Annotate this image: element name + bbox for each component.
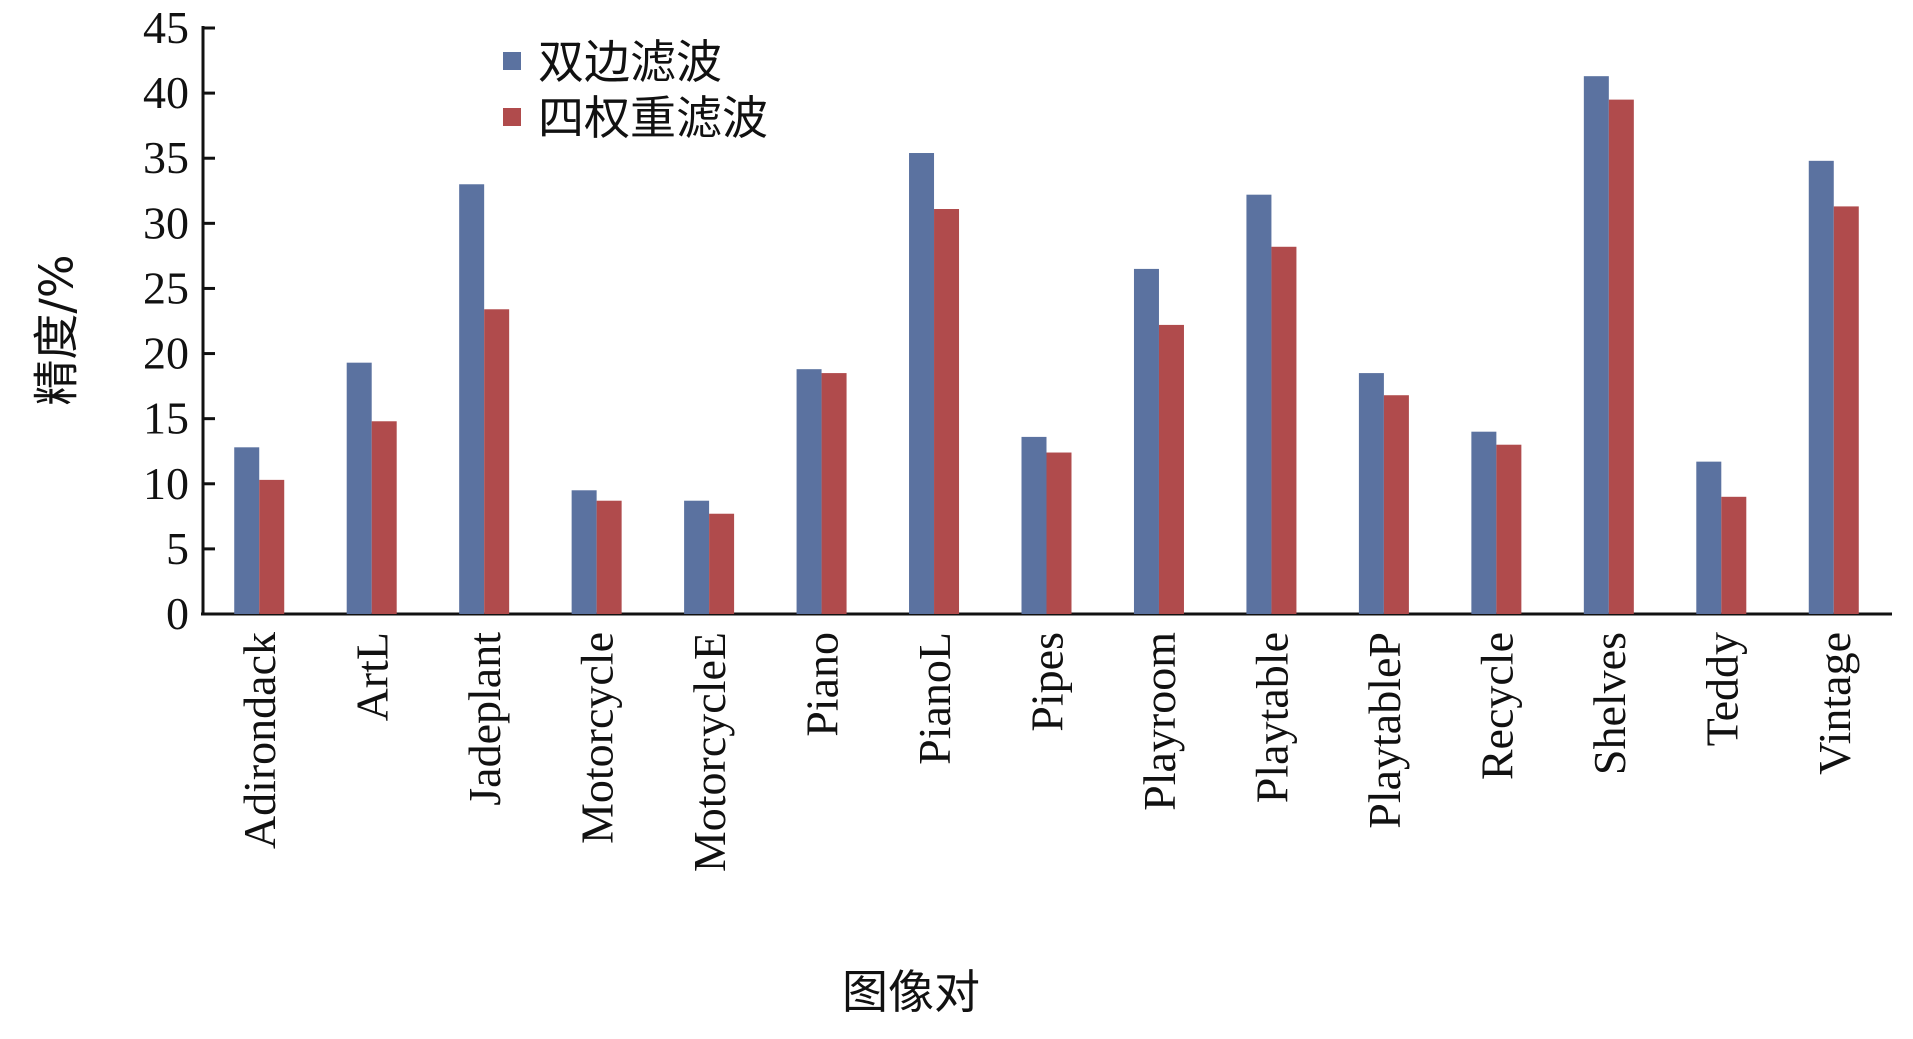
x-tick-label: Pipes bbox=[1022, 632, 1073, 732]
bar bbox=[684, 500, 710, 614]
x-tick-label: ArtL bbox=[347, 632, 398, 721]
bar bbox=[821, 373, 847, 614]
bar bbox=[596, 500, 622, 614]
bar bbox=[1246, 194, 1272, 614]
bar bbox=[1608, 99, 1634, 615]
bar bbox=[1583, 76, 1609, 614]
bar bbox=[459, 184, 485, 614]
bar bbox=[259, 479, 285, 614]
bar bbox=[1696, 461, 1722, 614]
bar bbox=[934, 209, 960, 614]
y-tick-label: 25 bbox=[143, 262, 189, 313]
bar bbox=[1271, 246, 1297, 615]
x-tick-label: MotorcycleE bbox=[684, 632, 735, 872]
bar bbox=[1133, 268, 1159, 614]
bar bbox=[1046, 452, 1072, 614]
y-tick-label: 15 bbox=[143, 393, 189, 444]
bar bbox=[571, 490, 597, 614]
y-tick-label: 40 bbox=[143, 67, 189, 118]
bar bbox=[1358, 373, 1384, 614]
x-tick-label: Shelves bbox=[1584, 632, 1635, 775]
bar bbox=[1383, 395, 1409, 614]
bar bbox=[1021, 436, 1047, 614]
y-tick-label: 10 bbox=[143, 458, 189, 509]
bar bbox=[1808, 160, 1834, 614]
x-tick-label: Recycle bbox=[1471, 632, 1522, 780]
x-tick-label: Adirondack bbox=[234, 632, 285, 849]
x-tick-label: PianoL bbox=[909, 632, 960, 765]
bar bbox=[371, 421, 397, 614]
y-tick-label: 20 bbox=[143, 328, 189, 379]
bar bbox=[1721, 496, 1747, 614]
legend-label: 双边滤波 bbox=[538, 35, 722, 89]
legend-swatch bbox=[503, 52, 521, 70]
x-tick-label: Playroom bbox=[1134, 632, 1185, 811]
y-tick-label: 0 bbox=[166, 588, 189, 639]
y-axis-title: 精度/% bbox=[30, 254, 84, 405]
bar bbox=[796, 369, 822, 614]
bar bbox=[1833, 206, 1859, 614]
bar bbox=[346, 362, 372, 614]
legend-label: 四权重滤波 bbox=[538, 91, 768, 145]
bar bbox=[709, 513, 735, 614]
bar bbox=[484, 309, 510, 614]
x-tick-label: PlaytableP bbox=[1359, 632, 1410, 829]
x-tick-label: Teddy bbox=[1696, 632, 1747, 746]
bar bbox=[1471, 431, 1497, 614]
legend-swatch bbox=[503, 108, 521, 126]
x-tick-label: Piano bbox=[797, 632, 848, 737]
y-tick-label: 30 bbox=[143, 197, 189, 248]
bar bbox=[234, 447, 260, 614]
x-axis-title: 图像对 bbox=[842, 965, 980, 1019]
y-tick-label: 45 bbox=[143, 2, 189, 53]
y-tick-label: 35 bbox=[143, 132, 189, 183]
x-tick-label: Vintage bbox=[1809, 632, 1860, 775]
bar bbox=[1496, 444, 1522, 614]
bar bbox=[909, 153, 935, 614]
bar bbox=[1158, 324, 1184, 614]
x-tick-label: Jadeplant bbox=[459, 632, 510, 806]
x-tick-label: Playtable bbox=[1246, 632, 1297, 803]
y-tick-label: 5 bbox=[166, 523, 189, 574]
x-tick-label: Motorcycle bbox=[572, 632, 623, 844]
